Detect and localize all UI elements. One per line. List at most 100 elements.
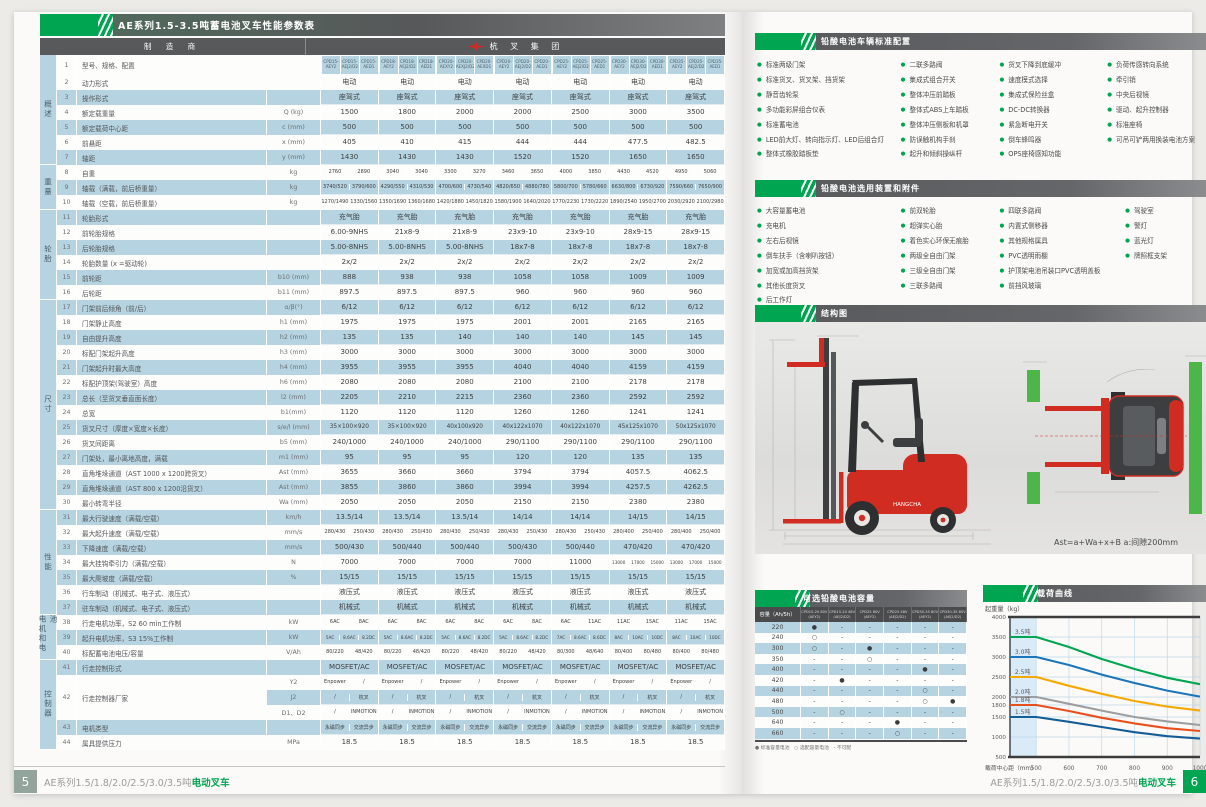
bar-accent <box>755 180 816 197</box>
spec-row-42: 42 行走控制器厂家 Y2 Enpower / Enpower / Enpower / Enpow… <box>57 675 726 720</box>
spec-cell: / INMOTION <box>436 705 495 720</box>
availability-mark: - <box>939 643 968 654</box>
spec-cell: 1350/1690 1360/1680 <box>378 195 437 210</box>
bullet-icon: ● <box>900 121 906 128</box>
availability-mark: ● <box>884 717 912 728</box>
spec-cell: 6AC 8AC <box>436 615 495 630</box>
spec-cell: 1520 <box>494 150 552 165</box>
spec-cell: 2100 <box>494 375 552 390</box>
svg-text:1000: 1000 <box>1193 766 1206 772</box>
spec-row-8: 8 自重 kg 2760 2890 3040 3040 3300 3270 3460 3650 400… <box>57 165 726 180</box>
spec-cell: 2380 <box>609 495 668 510</box>
availability-mark: - <box>801 664 829 675</box>
spec-cell: 1420/1880 1450/1820 <box>436 195 495 210</box>
section-label-5: 电机和电池 <box>38 615 58 660</box>
spec-cell: 液压式 <box>494 585 552 600</box>
availability-mark: ● <box>912 664 940 675</box>
series-label: 3.5吨 <box>1015 628 1031 636</box>
spec-row-3: 3 操作形式 座驾式 座驾式 座驾式 座驾式 座驾式 座驾式 座驾式 <box>57 90 726 105</box>
spec-cell: 290/1100 <box>667 435 726 450</box>
capacity-value: 640 <box>755 717 801 728</box>
bullet-icon: ● <box>1125 237 1130 244</box>
spec-cell: 4000 3850 <box>551 165 610 180</box>
feature-column: ● 二联多路阀 ● 集成式组合开关 ● 整体冲压前踏板 ● 整体式ABS上车踏板 ● 整体冲压侧板… <box>901 58 1000 162</box>
spec-cell: 2x/2 <box>494 255 552 270</box>
feature-item: ● 蓝光灯 <box>1125 234 1206 249</box>
feature-column: ● 四联多路阀 ● 内置式侧移器 ● 其他规格属具 ● PVC透明雨棚 ● 护顶架电池吊装口PVC… <box>999 204 1125 308</box>
spec-cell: 888 <box>321 270 379 285</box>
spec-cell: 3994 <box>551 480 610 495</box>
feature-item: ● 整体冲压前踏板 <box>901 88 1000 103</box>
spec-cell: 永磁同步 交流异步 <box>609 720 668 735</box>
spec-cell: 500 <box>667 120 726 135</box>
spec-cell: 40x122x1070 <box>551 420 610 435</box>
model-code: CPD25- AED1 <box>590 56 609 74</box>
capacity-value: 420 <box>755 674 801 686</box>
spec-cell: 500/430 <box>321 540 379 555</box>
availability-mark: - <box>801 653 829 665</box>
capacity-value: 500 <box>755 706 801 718</box>
bullet-icon: ● <box>900 91 906 98</box>
spec-cell: 5AC 8.6AC 8.2DC <box>494 630 552 645</box>
feature-item: ● 集成式保险丝盒 <box>999 88 1107 103</box>
bar-accent <box>755 590 810 607</box>
feature-item: ● PVC透明雨棚 <box>999 249 1125 264</box>
spec-cell: 1270/1490 1330/1560 <box>321 195 379 210</box>
spec-row-23: 23 总长（至货叉垂直面长度） l2 (mm) 2205 2210 2215 2360 236… <box>57 390 726 405</box>
feature-item: ● 负荷传感转向系统 <box>1107 58 1206 73</box>
spec-cell: 3040 3040 <box>378 165 437 180</box>
spec-cell: 23x9-10 <box>551 225 610 240</box>
capacity-value: 220 <box>755 622 801 633</box>
spec-cell: 电动 <box>321 75 379 90</box>
battery-model-header: CPD15-20 80V (AEY2) <box>801 607 829 622</box>
series-3.0吨 <box>1010 655 1201 698</box>
spec-cell: 15/15 <box>609 570 668 585</box>
feature-item: ● LED前大灯、转向指示灯、LED后组合灯 <box>757 133 901 148</box>
section-label-1: 重量 <box>40 165 56 210</box>
model-code: CPD30- AEJ2/D2 <box>629 56 648 74</box>
spec-cell: 液压式 <box>436 585 495 600</box>
availability-mark: - <box>939 685 968 697</box>
bullet-icon: ● <box>757 62 762 68</box>
spec-cell: 3660 <box>378 465 437 480</box>
spec-cell: 1120 <box>321 405 379 420</box>
bullet-icon: ● <box>757 136 762 143</box>
spec-cell: MOSFET/AC <box>436 660 495 675</box>
raised-mast <box>787 338 836 520</box>
feature-item: ● 左右后视镜 <box>757 234 901 249</box>
model-group: CPD30- AEY2 CPD30- AEJ2/D2 CPD30- AED1 <box>610 55 668 75</box>
spec-cell: 405 <box>321 135 379 150</box>
bullet-icon: ● <box>900 252 906 259</box>
spec-cell: 充气胎 <box>321 210 379 225</box>
availability-mark: ● <box>856 643 885 654</box>
spec-cell: 280/400 250/400 <box>609 525 668 540</box>
model-code: CPD30- AED1 <box>648 56 667 74</box>
spec-cell: 1430 <box>436 150 495 165</box>
availability-mark: - <box>912 727 940 739</box>
spec-cell: 永磁同步 交流异步 <box>551 720 610 735</box>
spec-cell: 240/1000 <box>321 435 379 450</box>
feature-item: ● OPS座椅感知功能 <box>999 147 1107 162</box>
load-curve-panel: 载荷曲线 3.5吨 3.0吨 2.5吨 2.0吨 1.8吨 1.5吨 起重量（kg） 500 1… <box>983 585 1206 778</box>
std-config-title: 铅酸电池车辆标准配置 <box>821 37 911 46</box>
availability-mark: - <box>856 622 885 633</box>
spec-cell: 3955 <box>321 360 379 375</box>
bullet-icon: ● <box>757 267 762 274</box>
availability-mark: ● <box>939 696 968 707</box>
spec-cell: 40x122x1070 <box>494 420 552 435</box>
spec-row-43: 43 电机类型 永磁同步 交流异步 永磁同步 交流异步 永磁同步 交流异步 永磁同步 交流异步 永磁… <box>57 720 726 735</box>
forklift-side-view: HANGCHA <box>845 378 967 535</box>
availability-mark: - <box>801 674 829 686</box>
bullet-icon: ● <box>900 282 906 289</box>
options-title: 铅酸电池选用装置和附件 <box>821 184 920 193</box>
spec-cell: 液压式 <box>667 585 726 600</box>
spec-cell: 13.5/14 <box>321 510 379 525</box>
availability-mark: - <box>912 706 940 718</box>
availability-mark: - <box>939 727 968 739</box>
bullet-icon: ● <box>999 121 1005 128</box>
bar-accent <box>40 14 113 36</box>
spec-cell: 4262.5 <box>667 480 726 495</box>
spec-cell: 永磁同步 交流异步 <box>321 720 379 735</box>
availability-mark: - <box>856 727 885 739</box>
spec-cell: 2050 <box>378 495 437 510</box>
